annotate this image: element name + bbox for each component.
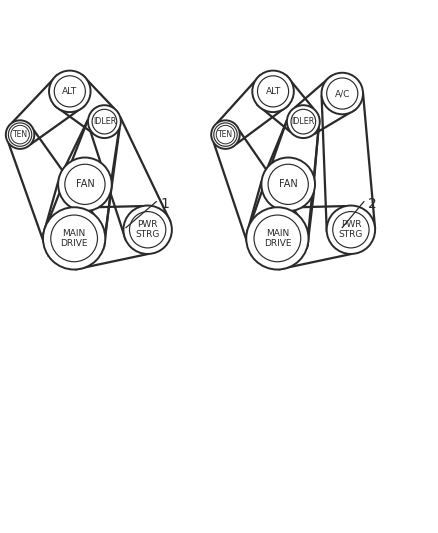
- Text: 1: 1: [161, 197, 170, 211]
- Text: TEN: TEN: [218, 130, 233, 139]
- Circle shape: [43, 207, 105, 270]
- Text: 2: 2: [368, 197, 377, 211]
- Text: MAIN
DRIVE: MAIN DRIVE: [264, 229, 291, 248]
- Text: TEN: TEN: [13, 130, 28, 139]
- Text: PWR
STRG: PWR STRG: [339, 220, 363, 239]
- Circle shape: [88, 105, 121, 138]
- Text: IDLER: IDLER: [292, 117, 315, 126]
- Text: A/C: A/C: [335, 89, 350, 98]
- Circle shape: [211, 120, 240, 149]
- Text: IDLER: IDLER: [93, 117, 116, 126]
- Circle shape: [327, 206, 375, 254]
- Text: FAN: FAN: [279, 179, 297, 189]
- Circle shape: [58, 158, 112, 211]
- Circle shape: [261, 158, 315, 211]
- Text: FAN: FAN: [76, 179, 94, 189]
- Text: MAIN
DRIVE: MAIN DRIVE: [60, 229, 88, 248]
- Circle shape: [287, 105, 320, 138]
- Circle shape: [321, 73, 363, 114]
- Circle shape: [6, 120, 34, 149]
- Text: PWR
STRG: PWR STRG: [135, 220, 160, 239]
- Circle shape: [124, 206, 172, 254]
- Circle shape: [252, 70, 294, 112]
- Circle shape: [246, 207, 308, 270]
- Text: ALT: ALT: [265, 87, 281, 96]
- Circle shape: [49, 70, 91, 112]
- Text: ALT: ALT: [62, 87, 78, 96]
